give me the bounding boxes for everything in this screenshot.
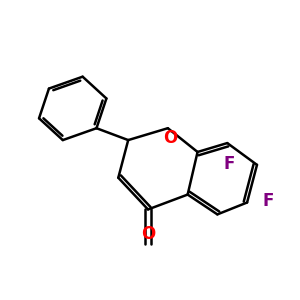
Text: O: O (163, 129, 177, 147)
Text: O: O (141, 225, 155, 243)
Text: F: F (224, 155, 235, 173)
Text: F: F (263, 191, 274, 209)
